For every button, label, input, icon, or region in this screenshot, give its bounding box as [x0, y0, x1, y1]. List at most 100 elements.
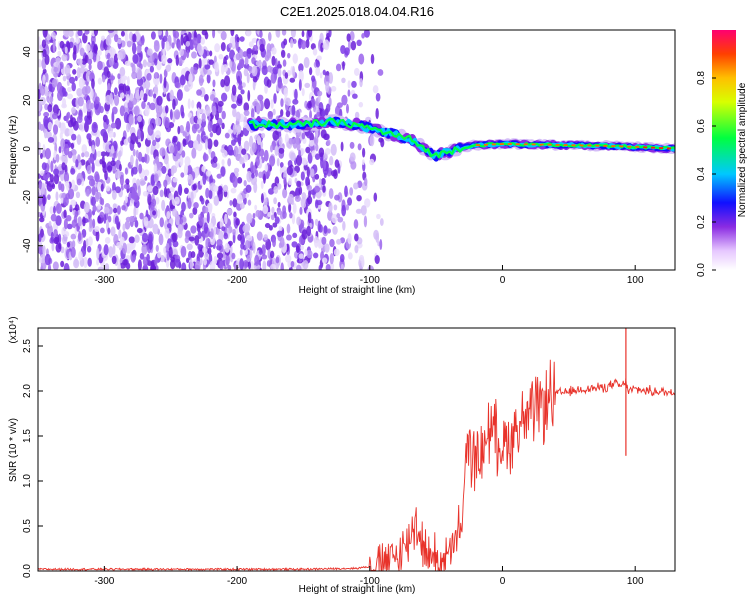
noise-speck	[227, 144, 234, 156]
noise-speck	[191, 51, 197, 59]
noise-speck	[220, 166, 226, 177]
noise-speck	[207, 138, 213, 150]
noise-speck	[227, 158, 232, 167]
noise-speck	[268, 225, 273, 231]
noise-speck	[131, 189, 138, 200]
noise-speck	[361, 33, 365, 39]
noise-speck	[277, 68, 282, 78]
noise-speck	[100, 183, 104, 192]
noise-speck	[88, 157, 95, 164]
noise-speck	[42, 74, 46, 85]
noise-speck	[89, 217, 93, 229]
noise-speck	[298, 37, 302, 49]
noise-speck	[165, 242, 170, 251]
noise-speck	[257, 94, 264, 102]
noise-speck	[315, 128, 319, 139]
noise-speck	[193, 201, 199, 209]
noise-speck	[379, 238, 383, 251]
noise-speck	[105, 185, 111, 192]
noise-speck	[216, 244, 222, 251]
noise-speck	[304, 82, 311, 88]
noise-speck	[52, 261, 59, 270]
noise-speck	[77, 96, 84, 107]
noise-speck	[223, 190, 228, 198]
noise-speck	[292, 98, 299, 105]
noise-speck	[42, 245, 46, 256]
noise-speck	[186, 243, 193, 251]
noise-speck	[296, 216, 301, 226]
noise-speck	[121, 75, 128, 81]
noise-speck	[306, 166, 311, 178]
noise-speck	[83, 201, 90, 214]
noise-speck	[292, 232, 298, 238]
noise-speck	[75, 191, 81, 199]
noise-speck	[249, 249, 253, 259]
noise-speck	[287, 177, 293, 186]
noise-speck	[340, 263, 345, 270]
noise-speck	[278, 242, 282, 249]
noise-speck	[323, 225, 328, 234]
noise-speck	[280, 98, 284, 108]
noise-speck	[105, 118, 110, 125]
noise-speck	[106, 52, 111, 60]
noise-speck	[86, 99, 92, 112]
noise-speck	[68, 76, 76, 84]
noise-speck	[254, 134, 261, 141]
noise-speck	[287, 52, 291, 59]
noise-speck	[246, 170, 252, 183]
noise-speck	[112, 166, 116, 172]
noise-speck	[128, 236, 135, 244]
noise-speck	[322, 185, 326, 193]
noise-speck	[86, 188, 90, 197]
noise-speck	[245, 184, 252, 193]
noise-speck	[298, 79, 302, 91]
noise-speck	[262, 260, 267, 270]
noise-speck	[59, 61, 64, 70]
noise-speck	[271, 55, 276, 67]
noise-speck	[268, 31, 272, 42]
noise-speck	[60, 260, 65, 268]
noise-speck	[92, 204, 97, 213]
noise-speck	[280, 109, 284, 117]
noise-speck	[157, 161, 160, 170]
noise-speck	[108, 46, 116, 58]
x-tick-label-top: -300	[94, 275, 114, 286]
noise-speck	[50, 160, 54, 173]
noise-speck	[187, 112, 193, 118]
noise-speck	[232, 228, 236, 236]
noise-speck	[220, 30, 227, 41]
noise-speck	[155, 142, 160, 149]
noise-speck	[294, 195, 301, 202]
noise-speck	[108, 57, 115, 67]
noise-speck	[177, 41, 182, 51]
noise-speck	[49, 174, 54, 183]
noise-speck	[354, 111, 360, 120]
noise-speck	[181, 150, 186, 158]
noise-speck	[144, 80, 151, 90]
noise-speck	[138, 163, 143, 174]
noise-speck	[277, 81, 283, 89]
noise-speck	[165, 41, 170, 52]
noise-speck	[43, 128, 48, 139]
noise-speck	[85, 117, 90, 126]
noise-speck	[230, 187, 237, 194]
noise-speck	[125, 195, 128, 204]
noise-speck	[57, 90, 63, 102]
noise-speck	[105, 94, 112, 105]
noise-speck	[308, 67, 313, 76]
noise-speck	[232, 198, 238, 208]
noise-speck	[129, 215, 135, 223]
noise-speck	[171, 42, 175, 49]
noise-speck	[61, 54, 68, 62]
y-axis-label-bottom: SNR (10 * v/v)	[8, 418, 19, 482]
noise-speck	[55, 243, 62, 253]
noise-speck	[44, 91, 51, 97]
noise-speck	[94, 226, 100, 232]
noise-speck	[206, 73, 211, 84]
noise-speck	[301, 87, 305, 97]
noise-speck	[117, 38, 122, 45]
noise-speck	[202, 173, 207, 186]
noise-speck	[264, 84, 268, 94]
noise-speck	[311, 75, 316, 82]
